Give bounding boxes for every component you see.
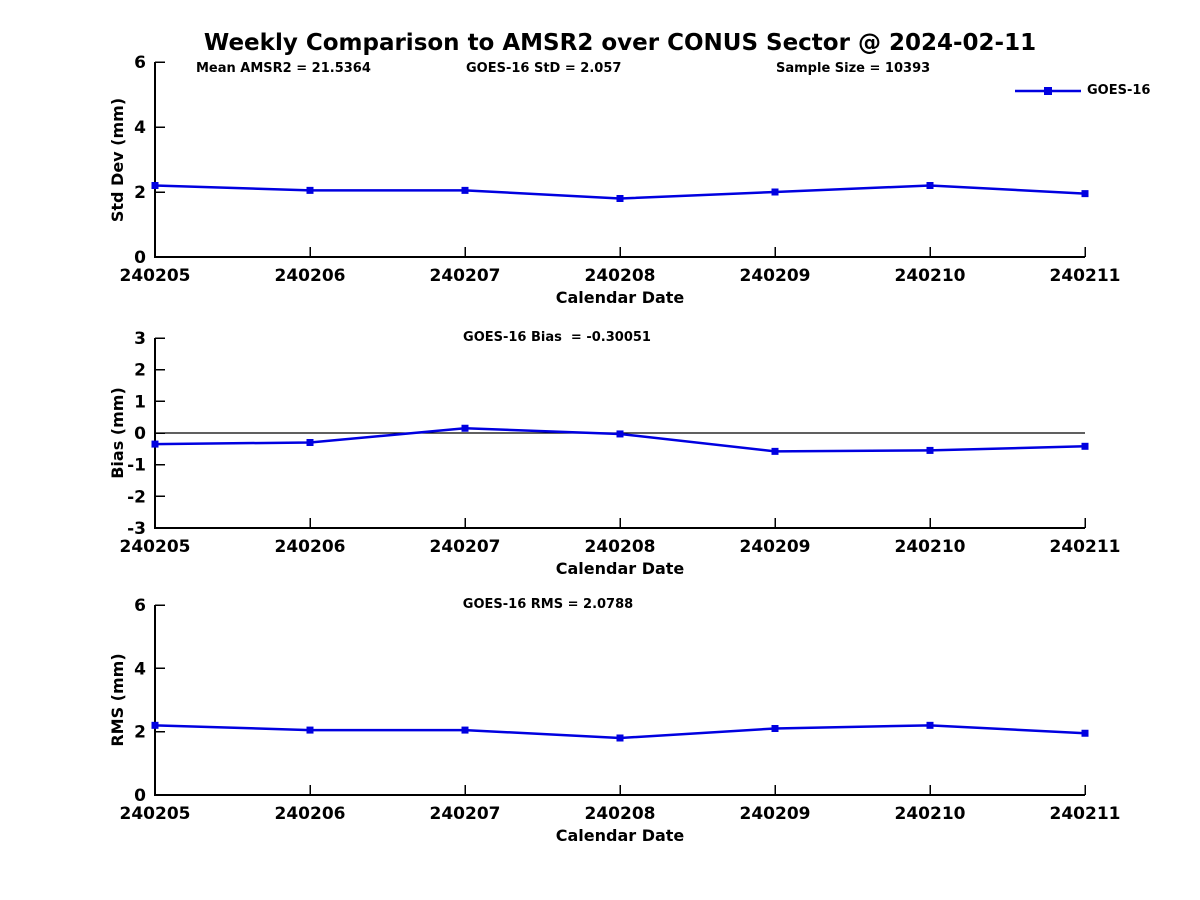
std-dev-x-tick-label: 240210 [895,266,966,286]
std-dev-marker [771,188,779,196]
rms-x-tick-label: 240206 [275,804,346,824]
std-dev-x-tick-label: 240207 [430,266,501,286]
rms-plot: 0 2 4 6 240205 240206 240207 240208 240209 240210… [120,596,1121,824]
std-dev-marker [461,186,469,194]
bias-marker [306,439,314,446]
rms-marker [306,726,314,734]
rms-x-tick-label: 240208 [585,804,656,824]
rms-y-tick-label: 0 [134,786,146,806]
bias-y-tick-label: 0 [134,424,146,444]
rms-x-tick-label: 240211 [1050,804,1121,824]
bias-x-tick-label: 240209 [740,537,811,557]
bias-plot: -3 -2 -1 0 1 2 3 240205 240206 240207 240208 240209… [120,329,1121,557]
ylabel-bias: Bias (mm) [108,387,127,479]
std-dev-marker [151,182,159,189]
bias-x-tick-label: 240205 [120,537,191,557]
bias-x-tick-label: 240206 [275,537,346,557]
std-dev-marker [1081,190,1089,198]
std-dev-y-tick-label: 4 [134,118,146,138]
rms-x-tick-label: 240205 [120,804,191,824]
std-dev-x-tick-label: 240208 [585,266,656,286]
std-dev-y-tick-label: 0 [134,248,146,268]
bias-marker [1081,442,1089,450]
bias-marker [616,430,624,438]
rms-axis [154,605,1085,796]
rms-x-tick-label: 240210 [895,804,966,824]
annotation-goes16-rms: GOES-16 RMS = 2.0788 [462,597,634,612]
rms-y-tick-label: 6 [134,596,146,616]
std-dev-x-tick-label: 240211 [1050,266,1121,286]
bias-x-tick-label: 240208 [585,537,656,557]
std-dev-x-tick-label: 240205 [120,266,191,286]
std-dev-plot: 0 2 4 6 240205 240206 240207 240208 240209 240210… [120,53,1121,286]
bias-y-tick-label: -2 [127,487,146,507]
bias-x-tick-label: 240210 [895,537,966,557]
annotation-mean-amsr2: Mean AMSR2 = 21.5364 [196,61,371,76]
ylabel-rms: RMS (mm) [108,653,127,747]
std-dev-axis [154,62,1085,258]
std-dev-marker [926,182,934,189]
bias-marker [771,447,779,455]
bias-x-tick-label: 240211 [1050,537,1121,557]
bias-marker [926,446,934,454]
annotation-goes16-bias: GOES-16 Bias = -0.30051 [463,330,651,345]
std-dev-y-tick-label: 2 [134,183,146,203]
rms-marker [461,726,469,734]
legend-line-sample-icon [1015,86,1081,95]
rms-marker [1081,729,1089,737]
bias-y-tick-label: -1 [127,456,146,476]
bias-y-tick-label: 3 [134,329,146,349]
std-dev-marker [306,186,314,194]
annotation-sample-size: Sample Size = 10393 [776,61,931,76]
rms-marker [151,721,159,729]
xlabel-calendar-date-3: Calendar Date [555,826,685,845]
rms-x-tick-label: 240207 [430,804,501,824]
bias-x-tick-label: 240207 [430,537,501,557]
legend: GOES-16 [1015,83,1150,98]
xlabel-calendar-date-2: Calendar Date [555,559,685,578]
legend-label: GOES-16 [1087,83,1151,98]
rms-marker [771,725,779,732]
ylabel-std-dev: Std Dev (mm) [108,97,127,223]
bias-y-tick-label: -3 [127,519,146,539]
std-dev-marker [616,195,624,202]
bias-marker [461,424,469,432]
std-dev-y-tick-label: 6 [134,53,146,73]
bias-marker [151,440,159,448]
bias-y-tick-label: 2 [134,361,146,381]
rms-marker [616,734,624,742]
rms-y-tick-label: 2 [134,723,146,743]
bias-y-tick-label: 1 [134,392,146,412]
chart-title: Weekly Comparison to AMSR2 over CONUS Se… [203,30,1037,56]
std-dev-x-tick-label: 240209 [740,266,811,286]
rms-x-tick-label: 240209 [740,804,811,824]
rms-y-tick-label: 4 [134,659,146,679]
annotation-goes16-std: GOES-16 StD = 2.057 [466,61,622,76]
xlabel-calendar-date-1: Calendar Date [555,288,685,307]
std-dev-x-tick-label: 240206 [275,266,346,286]
rms-marker [926,721,934,729]
